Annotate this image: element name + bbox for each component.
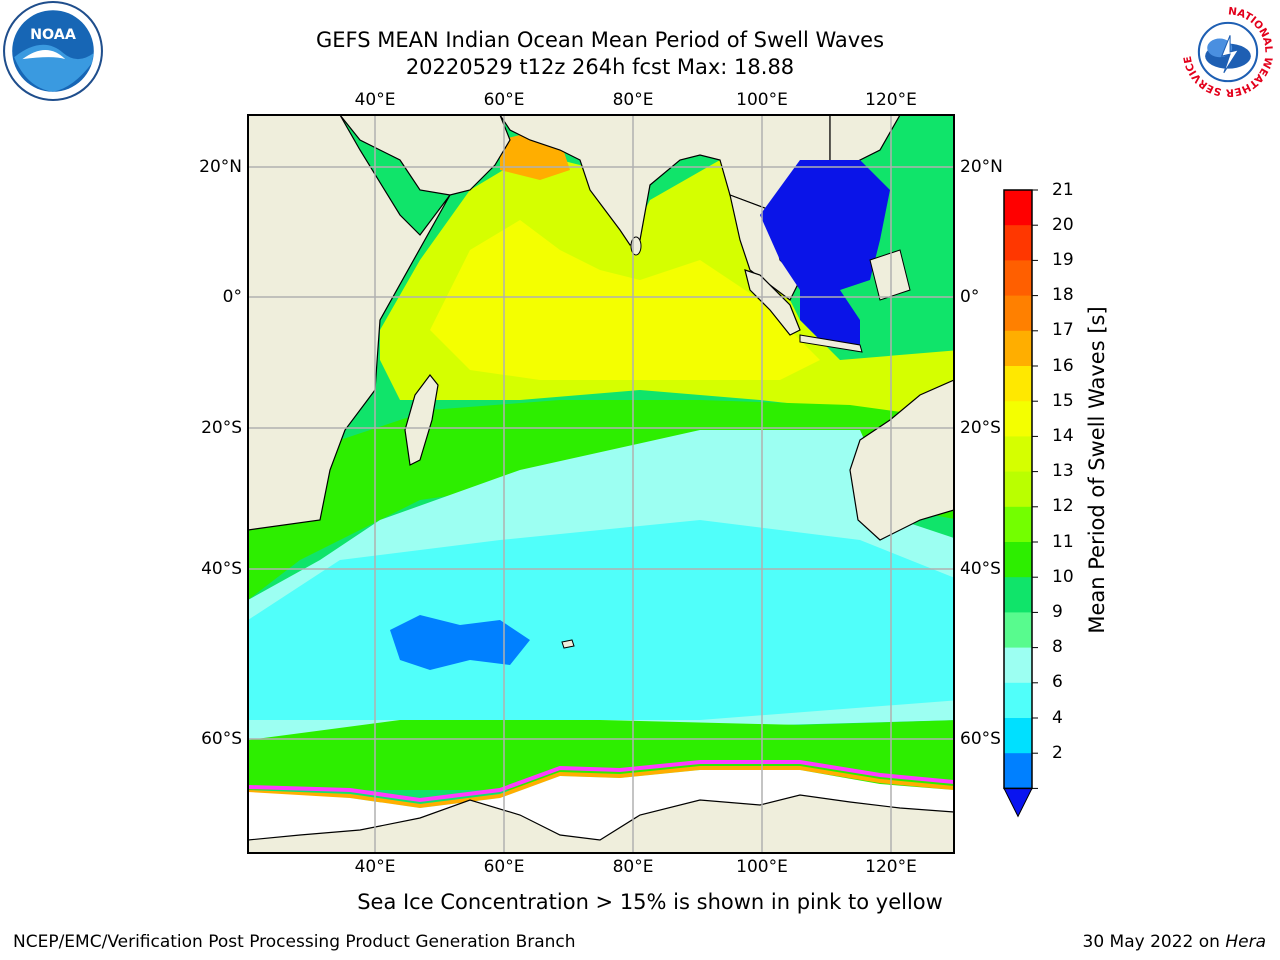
colorbar-tick: 2 — [1052, 743, 1063, 763]
map-frame — [247, 114, 955, 854]
java-land — [799, 334, 863, 353]
colorbar — [1003, 189, 1038, 818]
gridlines — [248, 115, 954, 853]
lat-tick-right-60s: 60°S — [960, 729, 1001, 749]
sea-ice-edge — [248, 760, 954, 803]
colorbar-tick: 19 — [1052, 250, 1074, 270]
lat-tick-left-0: 0° — [222, 287, 242, 307]
colorbar-segment — [1004, 612, 1032, 649]
colorbar-tick: 14 — [1052, 426, 1074, 446]
colorbar-tick: 4 — [1052, 708, 1063, 728]
lat-tick-left-20s: 20°S — [201, 418, 242, 438]
colorbar-segment — [1004, 225, 1032, 261]
cyan-swell-zone — [248, 520, 954, 720]
footer-date: 30 May 2022 on Hera — [1083, 932, 1267, 952]
colorbar-tick: 12 — [1052, 496, 1074, 516]
map-area — [248, 115, 954, 853]
colorbar-tick: 21 — [1052, 180, 1074, 200]
nws-logo-icon: NATIONAL WEATHER SERVICE — [1178, 2, 1278, 102]
yellow-swell-zone — [430, 220, 820, 380]
colorbar-segment — [1004, 577, 1032, 613]
colorbar-segment — [1004, 753, 1032, 789]
lon-tick-top-100e: 100°E — [736, 90, 788, 110]
colorbar-segment — [1004, 330, 1032, 367]
arabia-land — [339, 115, 511, 196]
lon-tick-bottom-40e: 40°E — [354, 857, 396, 877]
kerguelen-land — [561, 639, 575, 649]
colorbar-segment — [1004, 647, 1032, 684]
south-china-sea-low-swell — [760, 160, 890, 290]
colorbar-tick: 18 — [1052, 285, 1074, 305]
lon-tick-top-120e: 120°E — [865, 90, 917, 110]
colorbar-tick: 15 — [1052, 391, 1074, 411]
colorbar-segment — [1004, 436, 1032, 473]
lon-tick-bottom-60e: 60°E — [483, 857, 525, 877]
colorbar-tick: 8 — [1052, 637, 1063, 657]
colorbar-segment — [1004, 506, 1032, 543]
colorbar-segment — [1004, 190, 1032, 226]
lat-tick-right-20s: 20°S — [960, 418, 1001, 438]
colorbar-segment — [1004, 542, 1032, 578]
australia-land — [849, 379, 954, 541]
borneo-land — [869, 249, 911, 301]
colorbar-segment — [1004, 471, 1032, 508]
lat-tick-left-20n: 20°N — [199, 157, 242, 177]
footer-host: Hera — [1225, 932, 1266, 952]
sea-ice-note: Sea Ice Concentration > 15% is shown in … — [357, 890, 943, 914]
colorbar-segment — [1004, 260, 1032, 297]
footer-date-text: 30 May 2022 on — [1082, 932, 1226, 952]
colorbar-segment — [1004, 682, 1032, 719]
south-china-land — [829, 115, 901, 166]
sumatra-land — [744, 269, 801, 336]
sea-ice-edge-yellow — [248, 766, 954, 809]
colorbar-tick: 11 — [1052, 532, 1074, 552]
colorbar-segment — [1004, 295, 1032, 332]
lon-tick-bottom-80e: 80°E — [612, 857, 654, 877]
lat-tick-right-20n: 20°N — [960, 157, 1003, 177]
colorbar-tick: 10 — [1052, 567, 1074, 587]
colorbar-tick: 20 — [1052, 215, 1074, 235]
lat-tick-left-40s: 40°S — [201, 559, 242, 579]
lon-tick-top-40e: 40°E — [354, 90, 396, 110]
colorbar-frame — [1003, 189, 1033, 790]
noaa-logo-text: NOAA — [30, 27, 76, 43]
lon-tick-top-80e: 80°E — [612, 90, 654, 110]
java-sea-low-swell — [800, 290, 860, 345]
lon-tick-bottom-100e: 100°E — [736, 857, 788, 877]
colorbar-segment — [1004, 718, 1032, 754]
colorbar-segment — [1004, 401, 1032, 437]
colorbar-tick: 17 — [1052, 320, 1074, 340]
colorbar-under-arrow — [1003, 787, 1033, 818]
lat-tick-right-40s: 40°S — [960, 559, 1001, 579]
antarctica-land — [248, 794, 954, 853]
lat-tick-right-0: 0° — [960, 287, 980, 307]
lon-tick-top-60e: 60°E — [483, 90, 525, 110]
lon-tick-bottom-120e: 120°E — [865, 857, 917, 877]
madagascar-land — [404, 374, 439, 466]
colorbar-tick: 13 — [1052, 461, 1074, 481]
chart-subtitle: 20220529 t12z 264h fcst Max: 18.88 — [405, 55, 795, 79]
noaa-logo-icon: NOAA — [3, 1, 103, 101]
footer-credit: NCEP/EMC/Verification Post Processing Pr… — [13, 932, 576, 952]
blue-swell-patch — [390, 615, 530, 670]
africa-land — [248, 115, 451, 531]
colorbar-segment — [1004, 366, 1032, 402]
lat-tick-left-60s: 60°S — [201, 729, 242, 749]
colorbar-tick: 6 — [1052, 672, 1063, 692]
colorbar-tick: 9 — [1052, 602, 1063, 622]
colorbar-tick: 16 — [1052, 356, 1074, 376]
chart-title: GEFS MEAN Indian Ocean Mean Period of Sw… — [315, 28, 885, 52]
